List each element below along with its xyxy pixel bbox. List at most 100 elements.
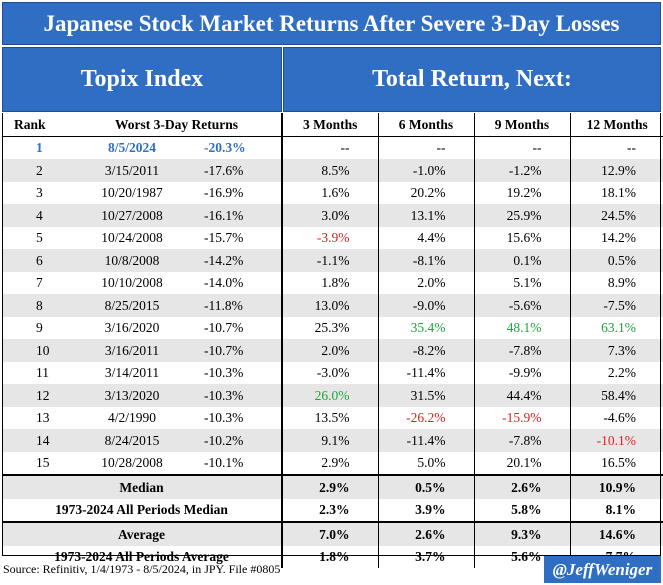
- return-3m-cell: -3.9%: [281, 226, 378, 249]
- summary-6m-cell: 0.5%: [377, 474, 474, 499]
- worst-return-cell: -10.2%: [192, 429, 282, 452]
- worst-return-cell: -10.1%: [204, 455, 244, 471]
- rank-cell: 2: [2, 159, 72, 182]
- date-cell: 3/16/2020: [104, 320, 160, 336]
- table-row: 3 10/20/1987 -16.9% 1.6% 20.2% 19.2% 18.1%: [2, 181, 663, 204]
- summary-6m-cell: 3.9%: [377, 498, 474, 522]
- date-cell: 3/15/2011: [72, 159, 192, 182]
- return-9m-cell: 44.4%: [473, 384, 570, 407]
- return-12m-cell: 0.5%: [569, 249, 663, 272]
- return-9m-cell: -7.8%: [473, 429, 570, 452]
- return-9m-cell: 48.1%: [473, 316, 570, 339]
- rank-cell: 14: [2, 429, 72, 452]
- date-cell: 10/24/2008: [101, 230, 163, 246]
- rank-cell: 5: [36, 230, 43, 246]
- rank-cell: 3: [36, 185, 43, 201]
- table-row: 12 3/13/2020 -10.3% 26.0% 31.5% 44.4% 58.4%: [2, 384, 663, 407]
- summary-row: 1973-2024 All Periods Average 1.8% 3.7% 5.6…: [2, 545, 663, 568]
- author-handle-badge: @JeffWeniger: [544, 556, 661, 583]
- date-cell: 8/24/2015: [72, 429, 192, 452]
- return-6m-cell: 5.0%: [377, 451, 474, 475]
- return-3m-cell: 26.0%: [281, 384, 378, 407]
- return-9m-cell: 15.6%: [473, 226, 570, 249]
- rank-cell: 11: [36, 365, 49, 381]
- return-3m-cell: 13.5%: [281, 406, 378, 429]
- summary-3m-cell: 7.0%: [281, 521, 378, 546]
- return-6m-cell: -9.0%: [377, 294, 474, 317]
- return-9m-cell: -15.9%: [473, 406, 570, 429]
- worst-return-cell: -16.1%: [192, 204, 282, 227]
- summary-6m-cell: 3.7%: [377, 545, 474, 568]
- table-row: 14 8/24/2015 -10.2% 9.1% -11.4% -7.8% -10.1%: [2, 429, 663, 452]
- return-12m-cell: 58.4%: [569, 384, 663, 407]
- date-cell: 8/25/2015: [72, 294, 192, 317]
- return-3m-cell: 13.0%: [281, 294, 378, 317]
- return-3m-cell: 8.5%: [281, 159, 378, 182]
- table-row: 7 10/10/2008 -14.0% 1.8% 2.0% 5.1% 8.9%: [2, 271, 663, 294]
- return-6m-cell: -11.4%: [377, 429, 474, 452]
- return-3m-cell: 2.0%: [281, 339, 378, 362]
- page-title: Japanese Stock Market Returns After Seve…: [2, 2, 661, 45]
- summary-9m-cell: 5.8%: [473, 498, 570, 522]
- m12-column-header: 12 Months: [569, 113, 663, 137]
- summary-label: Average: [2, 521, 282, 546]
- date-cell: 10/28/2008: [101, 455, 163, 471]
- summary-12m-cell: 14.6%: [569, 521, 663, 546]
- return-3m-cell: 9.1%: [281, 429, 378, 452]
- return-9m-cell: -1.2%: [473, 159, 570, 182]
- summary-row: 1973-2024 All Periods Median 2.3% 3.9% 5.8%…: [2, 498, 663, 522]
- return-6m-cell: -1.0%: [377, 159, 474, 182]
- summary-9m-cell: 2.6%: [473, 474, 570, 499]
- rank-cell: 13: [36, 410, 50, 426]
- worst-returns-column-header: Worst 3-Day Returns: [72, 113, 282, 137]
- summary-row: Median 2.9% 0.5% 2.6% 10.9%: [2, 474, 663, 499]
- return-9m-cell: -9.9%: [473, 361, 570, 384]
- date-cell: 10/8/2008: [72, 249, 192, 272]
- table-row: 2 3/15/2011 -17.6% 8.5% -1.0% -1.2% 12.9%: [2, 159, 663, 182]
- table-row: 1 8/5/2024 -20.3% -- -- -- --: [2, 136, 663, 159]
- return-12m-cell: 14.2%: [569, 226, 663, 249]
- date-cell: 8/5/2024: [107, 140, 156, 156]
- rank-cell: 12: [2, 384, 72, 407]
- table-row: 9 3/16/2020 -10.7% 25.3% 35.4% 48.1% 63.1%: [2, 316, 663, 339]
- return-6m-cell: 35.4%: [377, 316, 474, 339]
- rank-cell: 10: [2, 339, 72, 362]
- worst-return-cell: -10.7%: [204, 320, 244, 336]
- worst-return-cell: -20.3%: [204, 140, 246, 156]
- return-6m-cell: 4.4%: [377, 226, 474, 249]
- return-9m-cell: --: [473, 136, 570, 159]
- return-12m-cell: -7.5%: [569, 294, 663, 317]
- table-row: 11 3/14/2011 -10.3% -3.0% -11.4% -9.9% 2.2%: [2, 361, 663, 384]
- return-3m-cell: 25.3%: [281, 316, 378, 339]
- return-12m-cell: 2.2%: [569, 361, 663, 384]
- source-note: Source: Refinitiv, 1/4/1973 - 8/5/2024, …: [3, 562, 281, 576]
- summary-6m-cell: 2.6%: [377, 521, 474, 546]
- return-9m-cell: 19.2%: [473, 181, 570, 204]
- table-row: 15 10/28/2008 -10.1% 2.9% 5.0% 20.1% 16.5%: [2, 451, 663, 475]
- rank-cell: 4: [2, 204, 72, 227]
- date-cell: 4/2/1990: [107, 410, 156, 426]
- return-6m-cell: -8.2%: [377, 339, 474, 362]
- rank-cell: 8: [2, 294, 72, 317]
- worst-return-cell: -10.3%: [204, 365, 244, 381]
- return-3m-cell: -3.0%: [281, 361, 378, 384]
- summary-label: 1973-2024 All Periods Average: [54, 549, 229, 565]
- date-cell: 3/16/2011: [72, 339, 192, 362]
- return-6m-cell: 2.0%: [377, 271, 474, 294]
- column-header-row: Rank Worst 3-Day Returns 3 Months 6 Mont…: [2, 113, 663, 137]
- table-row: 5 10/24/2008 -15.7% -3.9% 4.4% 15.6% 14.2%: [2, 226, 663, 249]
- summary-3m-cell: 2.3%: [281, 498, 378, 522]
- rank-column-header: Rank: [2, 113, 72, 137]
- date-cell: 10/20/1987: [101, 185, 163, 201]
- rank-cell: 7: [36, 275, 43, 291]
- return-12m-cell: 12.9%: [569, 159, 663, 182]
- summary-label: Median: [2, 474, 282, 499]
- date-cell: 3/13/2020: [72, 384, 192, 407]
- return-3m-cell: 1.8%: [281, 271, 378, 294]
- return-12m-cell: -4.6%: [569, 406, 663, 429]
- worst-return-cell: -14.2%: [192, 249, 282, 272]
- rank-cell: 6: [2, 249, 72, 272]
- return-3m-cell: 2.9%: [281, 451, 378, 475]
- date-cell: 10/10/2008: [101, 275, 163, 291]
- return-9m-cell: 25.9%: [473, 204, 570, 227]
